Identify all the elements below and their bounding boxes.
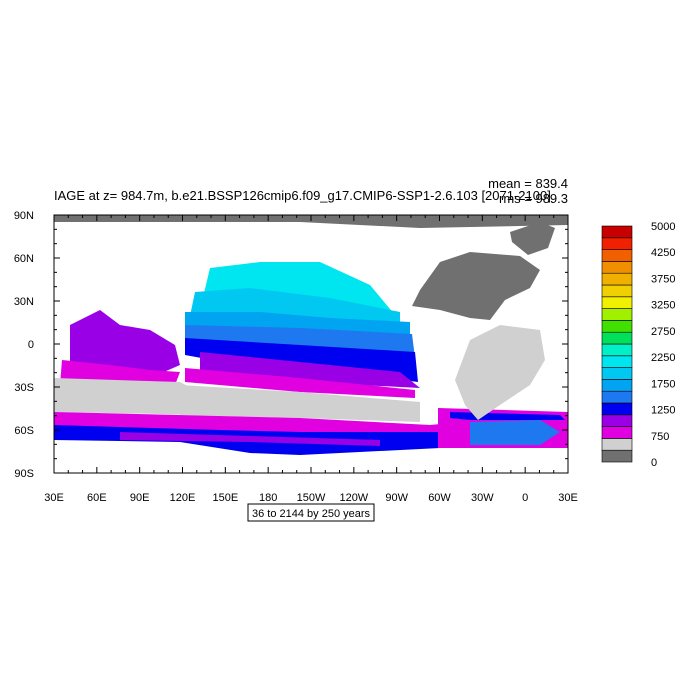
x-tick-label: 180 bbox=[259, 492, 277, 504]
colorbar-box bbox=[601, 272, 633, 286]
x-tick-label: 30E bbox=[44, 492, 64, 504]
x-tick-label: 150E bbox=[212, 492, 238, 504]
x-tick-label: 90W bbox=[385, 492, 408, 504]
colorbar-box bbox=[601, 402, 633, 416]
y-tick-label: 60N bbox=[14, 253, 34, 265]
land-samerica bbox=[455, 325, 545, 420]
y-tick-label: 90N bbox=[14, 210, 34, 222]
colorbar-box bbox=[601, 320, 633, 333]
land-namerica bbox=[412, 252, 540, 320]
colorbar-box bbox=[601, 249, 633, 262]
colorbar-label: 1750 bbox=[651, 378, 675, 390]
stat-mean: mean = 839.4 bbox=[488, 176, 568, 191]
colorbar-box bbox=[601, 331, 633, 345]
colorbar-box bbox=[601, 414, 633, 427]
indian-grey bbox=[54, 378, 210, 415]
colorbar-box bbox=[601, 237, 633, 250]
land-greenland bbox=[510, 222, 555, 255]
colorbar-label: 5000 bbox=[651, 221, 675, 233]
colorbar-label: 3750 bbox=[651, 273, 675, 285]
colorbar-box bbox=[601, 296, 633, 309]
colorbar-label: 3250 bbox=[651, 300, 675, 312]
colorbar-box bbox=[601, 225, 633, 239]
colorbar-label: 1250 bbox=[651, 405, 675, 417]
ocean-age-field bbox=[54, 215, 568, 455]
colorbar-box bbox=[601, 261, 633, 274]
southern-purple bbox=[120, 432, 380, 446]
stat-rms: rms = 989.3 bbox=[499, 191, 568, 206]
colorbar bbox=[601, 225, 633, 463]
x-tick-label: 150W bbox=[297, 492, 326, 504]
y-tick-label: 90S bbox=[14, 468, 34, 480]
subtitle-text: 36 to 2144 by 250 years bbox=[252, 508, 371, 520]
pacific-purple bbox=[200, 352, 420, 388]
x-tick-label: 90E bbox=[130, 492, 150, 504]
y-tick-label: 0 bbox=[28, 339, 34, 351]
colorbar-box bbox=[601, 390, 633, 404]
colorbar-box bbox=[601, 355, 633, 368]
y-tick-label: 30N bbox=[14, 296, 34, 308]
colorbar-box bbox=[601, 367, 633, 380]
x-tick-label: 30E bbox=[558, 492, 578, 504]
colorbar-box bbox=[601, 438, 633, 451]
colorbar-label: 4250 bbox=[651, 247, 675, 259]
pacific-magenta bbox=[185, 368, 415, 398]
y-tick-label: 60S bbox=[14, 425, 34, 437]
colorbar-box bbox=[601, 343, 633, 357]
atlantic-blue bbox=[470, 420, 560, 445]
x-tick-label: 30W bbox=[471, 492, 494, 504]
y-tick-label: 30S bbox=[14, 382, 34, 394]
southern-grey bbox=[180, 385, 420, 422]
colorbar-label: 750 bbox=[651, 431, 669, 443]
indian-band-magenta bbox=[60, 360, 180, 385]
x-tick-label: 60W bbox=[428, 492, 451, 504]
colorbar-box bbox=[601, 284, 633, 298]
colorbar-label: 2250 bbox=[651, 352, 675, 364]
y-axis: 90N 60N 30N 0 30S 60S 90S bbox=[14, 210, 568, 480]
colorbar-labels: 0 750 1250 1750 2250 2750 3250 3750 4250 5000 bbox=[651, 221, 675, 469]
colorbar-box bbox=[601, 426, 633, 439]
x-tick-label: 120E bbox=[170, 492, 196, 504]
x-axis: 30E 60E 90E 120E 150E 180 150W 120W 90W 60W 30W 0 30… bbox=[44, 215, 578, 504]
x-tick-label: 0 bbox=[522, 492, 528, 504]
x-tick-label: 120W bbox=[339, 492, 368, 504]
colorbar-box bbox=[601, 308, 633, 321]
colorbar-label: 2750 bbox=[651, 326, 675, 338]
colorbar-label: 0 bbox=[651, 457, 657, 469]
chart-title: IAGE at z= 984.7m, b.e21.BSSP126cmip6.f0… bbox=[54, 188, 551, 203]
colorbar-box bbox=[601, 449, 633, 463]
indian-band-750 bbox=[70, 310, 180, 378]
subtitle-box bbox=[247, 503, 375, 522]
colorbar-box bbox=[601, 379, 633, 392]
x-tick-label: 60E bbox=[87, 492, 107, 504]
